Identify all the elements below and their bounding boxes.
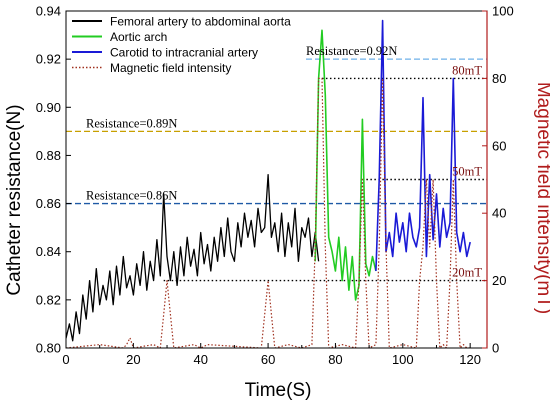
y-tick-label: 0.86 [36, 196, 61, 211]
reference-label-0.86: Resistance=0.86N [86, 189, 177, 203]
field-marker-label-80mT: 80mT [452, 63, 482, 77]
y-tick-label: 0.80 [36, 341, 61, 356]
x-axis-label: Time(S) [245, 380, 312, 401]
series-line-1 [314, 29, 377, 301]
y-tick-label: 0.92 [36, 52, 61, 67]
legend-label-3: Magnetic field intensity [110, 61, 231, 75]
y2-tick-label: 100 [492, 4, 514, 19]
reference-lines [66, 58, 487, 282]
y2-tick-label: 40 [492, 206, 506, 221]
y-tick-label: 0.88 [36, 148, 61, 163]
plot-frame [65, 10, 488, 349]
x-tick-label: 60 [261, 352, 275, 367]
reference-label-0.89: Resistance=0.89N [86, 116, 177, 130]
series-lines [66, 19, 471, 348]
series-line-2 [375, 19, 471, 272]
axis-ticks: 0 20 40 60 80 100 120 0.80 0.82 0.84 0.86 0.88 0.90 0… [36, 4, 514, 368]
y-axis-label: Catheter resistance(N) [4, 104, 25, 295]
series-line-0 [66, 174, 320, 342]
y2-tick-label: 60 [492, 138, 506, 153]
y2-tick-label: 0 [492, 341, 499, 356]
legend-label-1: Aortic arch [110, 30, 167, 44]
legend: Femoral artery to abdominal aorta Aortic … [72, 14, 291, 75]
x-tick-label: 40 [193, 352, 207, 367]
x-tick-label: 20 [126, 352, 140, 367]
x-tick-label: 80 [328, 352, 342, 367]
x-tick-label: 120 [459, 352, 481, 367]
y-tick-label: 0.84 [36, 244, 61, 259]
y-tick-label: 0.94 [36, 4, 61, 19]
y2-axis-label: Magnetic field intensity(mT) [533, 82, 550, 314]
y-tick-label: 0.82 [36, 292, 61, 307]
y-tick-label: 0.90 [36, 100, 61, 115]
y2-tick-label: 80 [492, 71, 506, 86]
legend-label-2: Carotid to intracranial artery [110, 45, 258, 59]
x-tick-label: 0 [62, 352, 69, 367]
legend-label-0: Femoral artery to abdominal aorta [110, 14, 291, 28]
series-line-3 [66, 77, 471, 348]
reference-label-0.92: Resistance=0.92N [306, 44, 397, 58]
annotations: Resistance=0.86N Resistance=0.89N Resistan… [86, 44, 482, 279]
y2-tick-label: 20 [492, 273, 506, 288]
field-marker-label-50mT: 50mT [452, 165, 482, 179]
x-tick-label: 100 [392, 352, 414, 367]
field-marker-label-20mT: 20mT [452, 266, 482, 280]
